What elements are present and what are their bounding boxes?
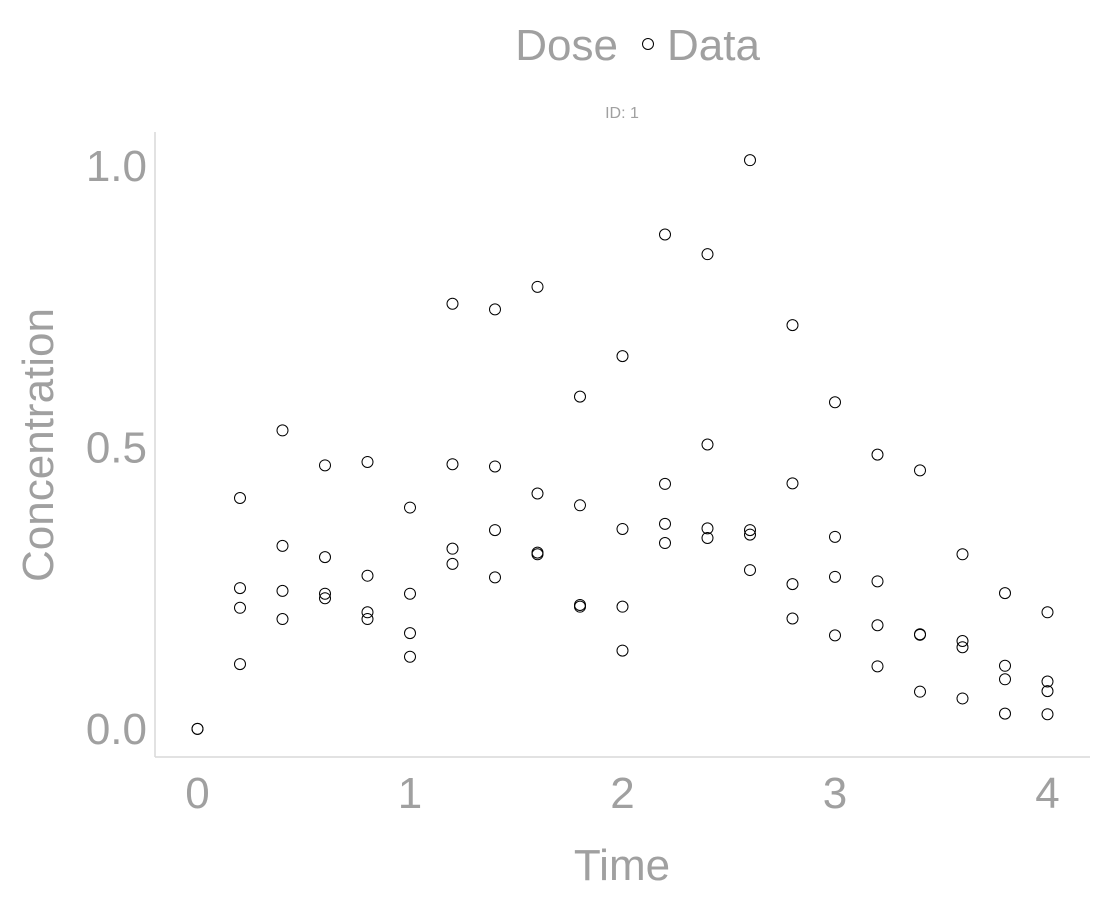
data-point	[404, 587, 416, 600]
legend-marker-data	[642, 38, 654, 50]
data-point	[361, 606, 374, 619]
data-point	[1041, 606, 1054, 619]
panel-strip-label: ID: 1	[605, 105, 639, 122]
data-point	[659, 517, 671, 530]
data-point	[489, 460, 501, 473]
data-point	[616, 522, 629, 535]
x-tick-labels: 0 1 2 3 4	[185, 769, 1059, 818]
data-point	[871, 660, 884, 673]
data-point	[914, 628, 926, 641]
data-point	[404, 650, 416, 663]
data-point	[276, 539, 289, 552]
data-point	[446, 458, 459, 471]
data-point	[234, 601, 246, 614]
data-point	[361, 569, 374, 582]
data-point	[191, 722, 204, 735]
x-tick-label: 2	[610, 769, 634, 818]
data-point	[234, 658, 246, 671]
data-point	[786, 477, 799, 490]
data-point	[319, 592, 331, 605]
data-point	[871, 575, 884, 588]
data-point	[319, 587, 331, 600]
data-point	[871, 448, 884, 461]
data-point	[701, 248, 714, 261]
y-axis-title: Concentration	[14, 308, 63, 582]
data-point	[744, 564, 756, 577]
data-point	[701, 522, 714, 535]
y-tick-labels: 0.0 0.5 1.0	[86, 142, 147, 754]
x-axis-title: Time	[574, 841, 670, 890]
data-point	[616, 644, 629, 657]
data-point	[829, 530, 841, 543]
data-point	[361, 455, 374, 468]
data-point	[234, 491, 246, 504]
data-point	[1041, 675, 1054, 688]
data-point	[489, 571, 501, 584]
data-point	[489, 303, 501, 316]
data-points	[191, 154, 1054, 735]
data-point	[659, 228, 671, 241]
data-point	[531, 548, 544, 561]
data-point	[574, 600, 586, 613]
data-point	[999, 659, 1011, 672]
data-point	[574, 499, 586, 512]
data-point	[829, 396, 841, 409]
x-tick-label: 3	[823, 769, 847, 818]
data-point	[404, 627, 416, 640]
x-tick-label: 4	[1035, 769, 1059, 818]
data-point	[531, 280, 544, 293]
data-point	[276, 613, 289, 626]
data-point	[659, 477, 671, 490]
y-tick-label: 1.0	[86, 142, 147, 191]
data-point	[701, 438, 714, 451]
data-point	[999, 707, 1011, 720]
data-point	[999, 673, 1011, 686]
data-point	[446, 542, 459, 555]
data-point	[1041, 685, 1054, 698]
data-point	[829, 629, 841, 642]
legend: Dose Data	[515, 21, 760, 70]
data-point	[999, 587, 1011, 600]
data-point	[404, 501, 416, 514]
data-point	[361, 613, 374, 626]
x-tick-label: 1	[398, 769, 422, 818]
y-tick-label: 0.0	[86, 705, 147, 754]
data-point	[531, 487, 544, 500]
data-point	[574, 390, 586, 403]
data-point	[489, 524, 501, 537]
data-point	[234, 582, 246, 595]
data-point	[744, 154, 756, 167]
data-point	[319, 459, 331, 472]
data-point	[914, 464, 926, 477]
data-point	[744, 524, 756, 537]
data-point	[276, 424, 289, 437]
legend-entry-data: Data	[667, 21, 760, 70]
legend-title: Dose	[515, 21, 618, 70]
data-point	[956, 548, 969, 561]
y-tick-label: 0.5	[86, 423, 147, 472]
data-point	[446, 557, 459, 570]
data-point	[829, 570, 841, 583]
data-point	[446, 297, 459, 310]
data-point	[786, 578, 799, 591]
data-point	[956, 635, 969, 648]
data-point	[956, 641, 969, 654]
data-point	[786, 319, 799, 332]
data-point	[616, 350, 629, 363]
data-point	[276, 584, 289, 597]
data-point	[914, 685, 926, 698]
data-point	[616, 600, 629, 613]
data-point	[659, 537, 671, 550]
data-point	[1041, 708, 1054, 721]
data-point	[701, 531, 714, 544]
data-point	[744, 528, 756, 541]
x-tick-label: 0	[185, 769, 209, 818]
data-point	[786, 612, 799, 625]
data-point	[956, 692, 969, 705]
data-point	[871, 619, 884, 632]
data-point	[319, 551, 331, 564]
